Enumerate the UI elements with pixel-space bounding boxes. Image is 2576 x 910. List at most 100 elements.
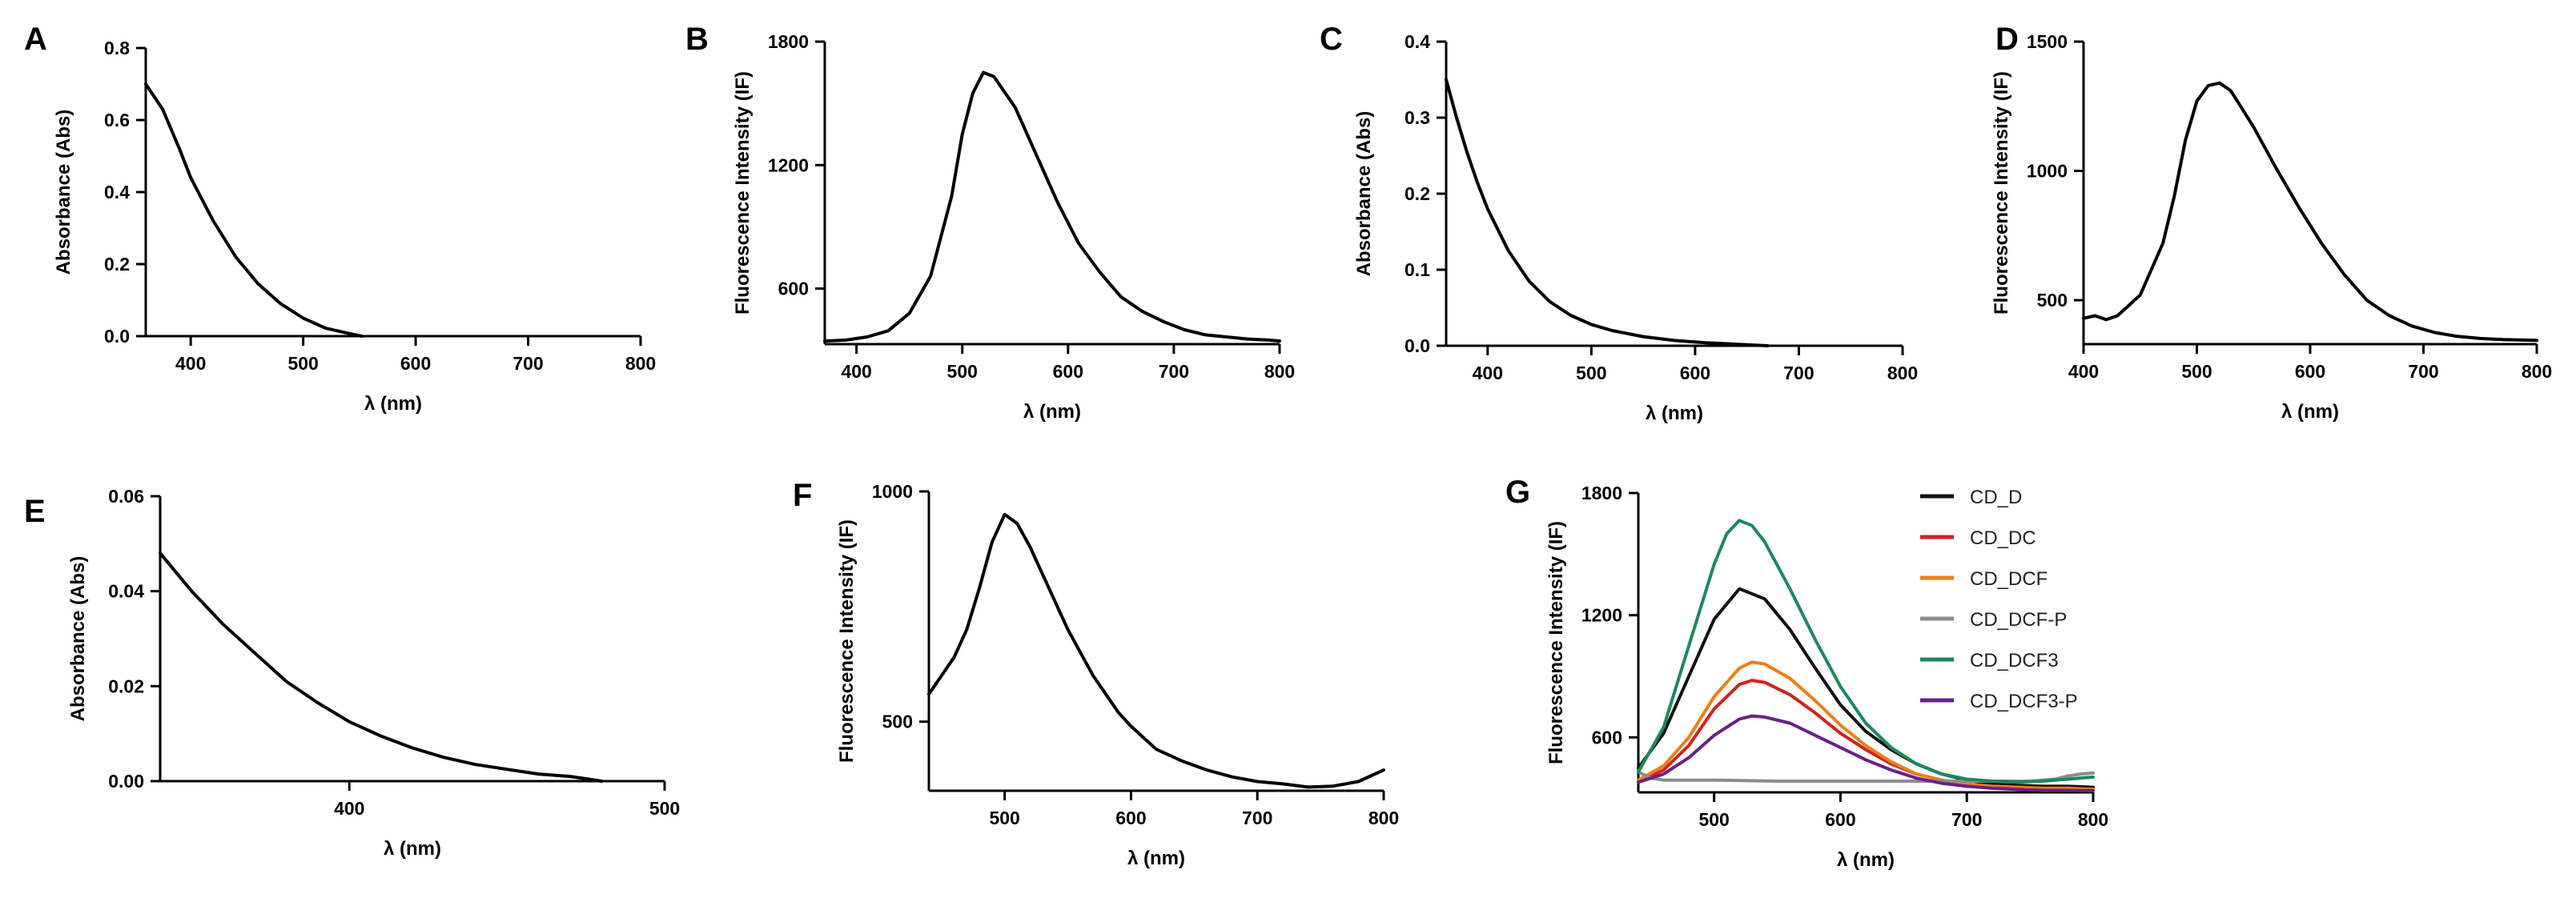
series-line-c-series [1445,78,1770,347]
x-tick-label-a: 800 [625,353,656,374]
x-tick-label-d: 500 [2181,361,2212,382]
y-tick-label-e: 0.04 [108,581,144,602]
y-tick-label-e: 0.02 [108,675,144,696]
x-axis-label-g: λ (nm) [1837,849,1895,871]
x-tick-label-c: 600 [1680,363,1710,383]
y-tick-label-b: 600 [778,279,809,299]
x-tick-label-a: 400 [175,353,206,374]
series-line-g-cd-d [1637,587,2095,789]
y-axis-label-d: Fluorescence Intensity (IF) [1991,71,2012,315]
y-axis-label-e: Absorbance (Abs) [67,556,89,722]
x-tick-label-g: 800 [2078,809,2108,830]
x-tick-label-g: 700 [1951,809,1982,830]
y-tick-label-d: 1500 [2027,31,2068,52]
x-tick-label-b: 600 [1053,361,1083,382]
x-tick-label-c: 400 [1473,363,1503,383]
legend-entry-cd-dc: CD_DC [1970,527,2036,549]
x-axis-label-d: λ (nm) [2281,401,2339,423]
x-tick-label-b: 700 [1159,361,1189,382]
panel-letter-c: C [1320,22,1343,57]
y-tick-label-g: 1200 [1581,605,1622,626]
x-tick-label-f: 600 [1115,808,1146,828]
panel-a: A 400 500 600 700 800 0.0 0.2 0.4 0.6 0.8 λ (nm) Abs… [24,22,656,415]
y-tick-label-d: 1000 [2027,161,2068,182]
y-tick-label-c: 0.2 [1405,183,1430,204]
x-tick-label-f: 500 [989,808,1019,828]
y-tick-label-a: 0.6 [104,110,130,130]
x-tick-label-d: 600 [2295,361,2325,382]
y-tick-label-b: 1800 [768,31,809,52]
x-tick-label-d: 800 [2522,361,2552,382]
panel-letter-e: E [24,494,46,529]
series-line-g-cd-dcf [1637,660,2095,792]
legend-entry-cd-d: CD_D [1970,487,2022,508]
x-tick-label-c: 700 [1783,363,1814,383]
series-line-a-series [144,82,364,338]
y-tick-label-c: 0.4 [1405,31,1430,52]
y-tick-label-a: 0.0 [104,326,130,347]
x-axis-label-a: λ (nm) [364,393,422,415]
y-tick-label-c: 0.1 [1405,259,1430,280]
y-tick-label-a: 0.4 [104,182,130,202]
x-tick-label-c: 800 [1887,363,1918,383]
panel-d: D 400 500 600 700 800 500 1000 1500 λ (nm) Fluores… [1991,22,2552,423]
series-line-g-cd-dcf-p [1637,770,2095,783]
legend-entry-cd-dcf3: CD_DCF3 [1970,650,2059,671]
y-tick-label-e: 0.06 [108,486,144,507]
legend-entry-cd-dcf-p: CD_DCF-P [1970,609,2067,631]
series-line-b-series [823,70,1281,343]
panel-letter-g: G [1505,475,1530,510]
panel-letter-f: F [793,478,812,513]
panel-letter-b: B [685,22,709,57]
x-tick-label-a: 600 [400,353,431,374]
y-tick-label-g: 600 [1592,727,1622,748]
series-line-d-series [2082,81,2538,343]
y-tick-label-g: 1800 [1581,483,1622,503]
x-tick-label-f: 800 [1368,808,1399,828]
x-tick-label-d: 400 [2068,361,2099,382]
x-tick-label-g: 500 [1698,809,1729,830]
y-tick-label-b: 1200 [768,154,809,175]
y-tick-label-a: 0.2 [104,254,130,275]
legend-entry-cd-dcf: CD_DCF [1970,568,2048,590]
x-tick-label-f: 700 [1242,808,1272,828]
y-tick-label-e: 0.00 [108,771,144,792]
legend-entry-cd-dcf3-p: CD_DCF3-P [1970,691,2078,712]
y-axis-label-c: Absorbance (Abs) [1353,111,1375,277]
x-tick-label-b: 500 [947,361,978,382]
series-line-e-series [159,551,604,783]
x-tick-label-d: 700 [2408,361,2438,382]
y-axis-label-g: Fluorescence Intensity (IF) [1545,521,1567,764]
x-axis-label-e: λ (nm) [384,838,441,860]
y-tick-label-f: 1000 [872,481,913,502]
x-tick-label-a: 500 [287,353,318,374]
y-tick-label-a: 0.8 [104,38,130,58]
y-tick-label-f: 500 [882,712,913,732]
x-axis-label-f: λ (nm) [1127,848,1185,869]
x-tick-label-e: 500 [649,798,680,819]
y-axis-label-b: Fluorescence Intensity (IF) [732,71,754,315]
y-tick-label-c: 0.3 [1405,107,1430,128]
y-tick-label-c: 0.0 [1405,335,1430,356]
x-tick-label-e: 400 [334,798,364,819]
panel-f: F 500 600 700 800 500 1000 λ (nm) Fluorescence I… [793,478,1399,869]
x-tick-label-a: 700 [512,353,543,374]
x-tick-label-c: 500 [1576,363,1606,383]
panel-b: B 400 500 600 700 800 600 1200 1800 λ (nm) Fluores… [685,22,1295,423]
panel-c: C 400 500 600 700 800 0.0 0.1 0.2 0.3 0.4 λ (nm) Abs… [1320,22,1918,424]
y-tick-label-d: 500 [2037,290,2068,311]
x-axis-label-b: λ (nm) [1023,401,1081,423]
x-tick-label-b: 400 [841,361,871,382]
x-tick-label-b: 800 [1264,361,1295,382]
series-line-f-series [927,512,1385,789]
panel-e: E 400 500 0.00 0.02 0.04 0.06 λ (nm) Absorbance … [24,486,680,860]
series-line-g-cd-dcf3-p [1637,714,2095,792]
y-axis-label-f: Fluorescence Intensity (IF) [836,519,858,763]
x-axis-label-c: λ (nm) [1646,403,1703,424]
panel-letter-a: A [24,22,47,57]
x-tick-label-g: 600 [1825,809,1855,830]
panel-g: G 500 600 700 800 600 1200 1800 λ (nm) Fluorescen… [1505,475,2108,871]
y-axis-label-a: Absorbance (Abs) [53,110,74,275]
panel-letter-d: D [1995,22,2019,57]
